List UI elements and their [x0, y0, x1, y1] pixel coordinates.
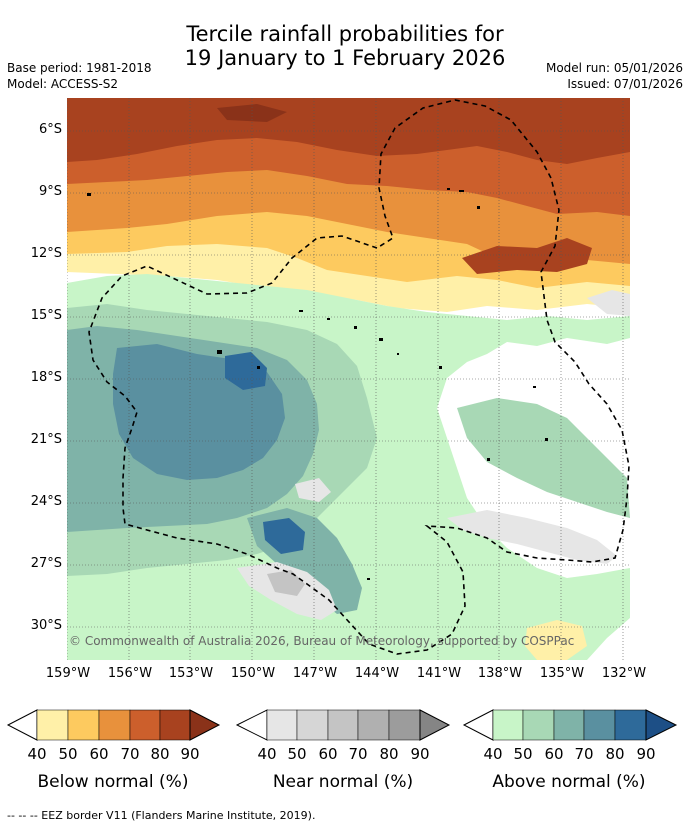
colorbar-above-cell: [614, 709, 647, 741]
lon-label: 156°W: [107, 666, 153, 681]
colorbar-above-cell: [492, 709, 524, 741]
lon-label: 138°W: [477, 666, 523, 681]
colorbar-below-tick: 70: [120, 745, 140, 763]
colorbar-above-tick: 80: [605, 745, 625, 763]
lat-label: 24°S: [30, 494, 62, 509]
above-normal-80-patch-south: [263, 518, 305, 554]
colorbar-above-white-end: [462, 709, 494, 741]
colorbar-near-cell: [296, 709, 329, 741]
below-normal-80-region: [67, 98, 630, 164]
above-normal-50-patch-east: [457, 398, 630, 518]
colorbar-below-tick: 60: [89, 745, 109, 763]
colorbar-near-dark-end: [419, 709, 451, 741]
eez-footnote: -- -- -- EEZ border V11 (Flanders Marine…: [7, 809, 316, 822]
colorbar-below-cell: [159, 709, 191, 741]
legend-above-label: Above normal (%): [492, 772, 646, 792]
colorbar-near-tick: 90: [410, 745, 430, 763]
below-normal-40-patch-se: [525, 620, 587, 660]
colorbar-near-tick: 80: [379, 745, 399, 763]
lat-label: 15°S: [30, 308, 62, 323]
meta-left: Base period: 1981-2018 Model: ACCESS-S2: [7, 60, 152, 92]
lon-label: 132°W: [601, 666, 647, 681]
lon-label: 159°W: [45, 666, 91, 681]
colorbar-near-normal: [235, 709, 451, 741]
colorbar-below-cell: [129, 709, 161, 741]
colorbar-above-tick: 60: [544, 745, 564, 763]
colorbar-near-tick: 70: [348, 745, 368, 763]
near-normal-40-patch-3: [587, 290, 630, 316]
colorbar-above-tick: 40: [483, 745, 503, 763]
copyright-notice: © Commonwealth of Australia 2026, Bureau…: [69, 634, 574, 648]
issued-date: Issued: 07/01/2026: [567, 77, 683, 91]
colorbar-above-tick: 90: [636, 745, 656, 763]
lat-label: 27°S: [30, 556, 62, 571]
colorbar-below-tick: 40: [27, 745, 47, 763]
colorbar-near-cell: [388, 709, 421, 741]
lon-label: 144°W: [354, 666, 400, 681]
colorbar-below-normal: [6, 709, 221, 741]
meta-right: Model run: 05/01/2026 Issued: 07/01/2026: [546, 60, 683, 92]
title-line-1: Tercile rainfall probabilities for: [186, 22, 504, 46]
legend-near-label: Near normal (%): [272, 772, 414, 792]
legend-below-label: Below normal (%): [37, 772, 189, 792]
colorbar-below-white-end: [6, 709, 38, 741]
model-run: Model run: 05/01/2026: [545, 61, 683, 75]
near-normal-50-patch: [267, 570, 305, 596]
colorbar-near-white-end: [235, 709, 268, 741]
colorbar-near-tick: 40: [257, 745, 277, 763]
lon-label: 147°W: [292, 666, 338, 681]
colorbar-below-tick: 50: [58, 745, 78, 763]
colorbar-near-cell: [327, 709, 359, 741]
lat-label: 9°S: [38, 184, 62, 199]
colorbar-above-cell: [522, 709, 555, 741]
lat-label: 21°S: [30, 432, 62, 447]
base-period: Base period: 1981-2018: [7, 61, 152, 75]
colorbar-below-tick: 90: [180, 745, 200, 763]
lon-label: 141°W: [416, 666, 462, 681]
islands: [87, 188, 548, 580]
colorbar-below-cell: [36, 709, 69, 741]
colorbar-above-dark-end: [645, 709, 678, 741]
colorbar-below-cell: [67, 709, 100, 741]
rainfall-probability-map: © Commonwealth of Australia 2026, Bureau…: [67, 98, 630, 660]
lon-label: 150°W: [230, 666, 276, 681]
lat-label: 6°S: [38, 122, 62, 137]
colorbar-above-normal: [462, 709, 678, 741]
colorbars: [6, 709, 678, 741]
lat-label: 18°S: [30, 370, 62, 385]
title-line-2: 19 January to 1 February 2026: [184, 46, 506, 70]
graticule: [67, 98, 630, 660]
colorbar-above-cell: [553, 709, 585, 741]
colorbar-above-cell: [583, 709, 616, 741]
colorbar-below-dark-end: [189, 709, 221, 741]
lat-label: 30°S: [30, 618, 62, 633]
lon-label: 153°W: [168, 666, 214, 681]
lat-label: 12°S: [30, 246, 62, 261]
lon-label: 135°W: [539, 666, 585, 681]
colorbar-near-cell: [357, 709, 390, 741]
map-title: Tercile rainfall probabilities for 19 Ja…: [0, 22, 690, 70]
above-normal-80-patch: [225, 352, 267, 390]
eez-border-french-polynesia: [88, 99, 630, 655]
near-normal-40-patch-1: [447, 510, 617, 564]
near-normal-40-patch-4: [295, 478, 331, 502]
below-normal-80-patch: [462, 238, 592, 274]
model-name: Model: ACCESS-S2: [7, 77, 119, 91]
colorbar-above-tick: 70: [574, 745, 594, 763]
colorbar-below-cell: [98, 709, 131, 741]
colorbar-below-tick: 80: [150, 745, 170, 763]
colorbar-above-tick: 50: [513, 745, 533, 763]
colorbar-near-tick: 50: [287, 745, 307, 763]
colorbar-near-cell: [266, 709, 298, 741]
colorbar-near-tick: 60: [318, 745, 338, 763]
